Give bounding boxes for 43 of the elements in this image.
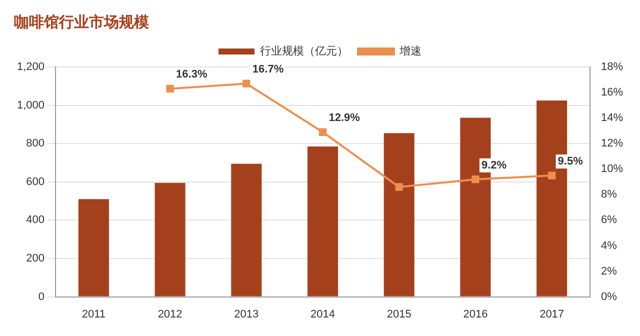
point [395,183,403,191]
data-label: 9.2% [481,159,507,172]
y-tick-label: 200 [26,252,45,265]
data-label: 9.5% [558,156,584,168]
point [166,84,174,93]
point [242,80,250,88]
chart-title: 咖啡馆行业市场规模 [14,13,150,32]
y-tick-label: 1,000 [16,99,45,112]
bar [307,146,338,296]
y2-tick-label: 6% [600,214,618,226]
data-label: 16.3% [176,68,208,81]
y2-tick-label: 0% [600,290,618,303]
data-label: 12.9% [328,112,360,124]
legend-label: 行业规模（亿元） [260,44,348,58]
y-tick-label: 400 [26,214,45,226]
bar [154,182,186,296]
y2-tick-label: 10% [600,163,624,176]
y-tick-label: 1,200 [16,61,45,74]
bar [384,133,414,296]
y2-tick-label: 2% [600,265,618,278]
point [548,172,556,180]
x-tick-label: 2012 [158,308,182,320]
y-tick-label: 800 [26,138,45,150]
y2-tick-label: 4% [600,240,618,252]
x-tick-label: 2016 [463,308,488,320]
bar [231,164,262,296]
y-tick-label: 0 [38,290,45,303]
point [318,128,327,136]
y2-tick-label: 8% [600,188,618,201]
point [472,176,480,184]
x-tick-label: 2015 [386,308,412,320]
x-tick-label: 2013 [234,308,259,320]
y2-tick-label: 12% [600,138,624,150]
y2-tick-label: 18% [600,61,624,74]
bar [78,199,109,296]
x-tick-label: 2011 [82,308,106,320]
x-tick-label: 2014 [310,308,335,320]
y2-tick-label: 16% [600,86,624,99]
data-label: 16.7% [252,64,284,76]
y2-tick-label: 14% [600,112,624,124]
x-tick-label: 2017 [540,308,564,320]
y-tick-label: 600 [26,176,45,188]
legend-label: 增速 [398,44,422,58]
